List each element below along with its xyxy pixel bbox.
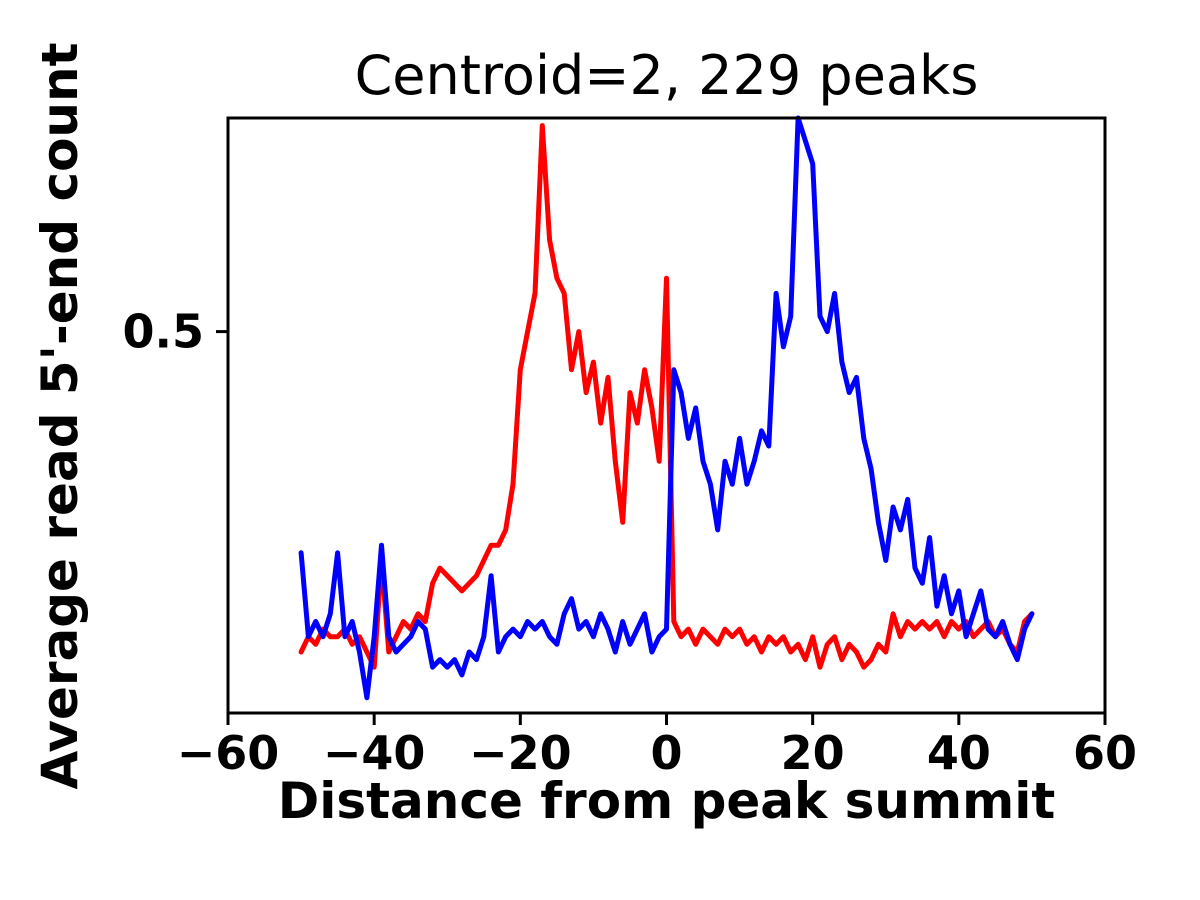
x-tick-label: 0	[650, 726, 682, 780]
x-tick-label: 40	[927, 726, 991, 780]
y-tick-label: 0.5	[123, 305, 205, 359]
reverse-strand-line	[298, 115, 1035, 701]
x-tick-label: 60	[1073, 726, 1137, 780]
x-tick-label: 20	[781, 726, 845, 780]
forward-strand-line	[298, 123, 1035, 670]
x-axis-label: Distance from peak summit	[277, 772, 1056, 830]
x-tick-label: −60	[177, 726, 280, 780]
x-tick-label: −40	[323, 726, 426, 780]
y-axis-label: Average read 5'-end count	[31, 42, 89, 790]
chart-title: Centroid=2, 229 peaks	[354, 44, 979, 107]
x-tick-label: −20	[469, 726, 572, 780]
